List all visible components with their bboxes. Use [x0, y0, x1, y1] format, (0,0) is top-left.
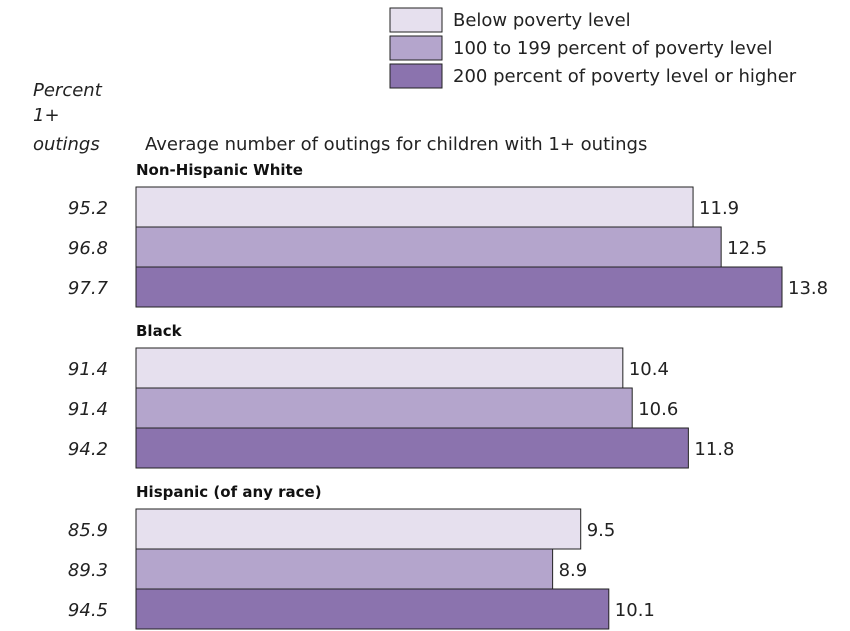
legend: Below poverty level 100 to 199 percent of… — [389, 7, 797, 89]
percent-label: 96.8 — [68, 238, 108, 259]
value-label: 10.6 — [638, 399, 678, 420]
percent-label: 89.3 — [68, 560, 108, 581]
value-label: 11.9 — [699, 198, 739, 219]
value-label: 12.5 — [727, 238, 767, 259]
bar — [135, 508, 582, 550]
value-label: 11.8 — [694, 439, 734, 460]
value-label: 9.5 — [587, 520, 616, 541]
bar-groups: Non-Hispanic White 11.9 95.2 12.5 96.8 13.8 97… — [68, 161, 828, 630]
percent-label: 85.9 — [68, 520, 108, 541]
group-label: Hispanic (of any race) — [136, 483, 322, 501]
chart-title: Average number of outings for children w… — [145, 134, 647, 155]
legend-label-1: Below poverty level — [453, 10, 631, 31]
value-label: 10.4 — [629, 359, 669, 380]
group-label: Black — [136, 322, 183, 340]
legend-swatch-3 — [389, 63, 443, 89]
percent-outings-column-title: Percent 1+ outings — [33, 80, 103, 155]
bar — [135, 588, 610, 630]
column-title-line-3: outings — [33, 134, 100, 155]
bar — [135, 186, 694, 228]
percent-label: 91.4 — [68, 399, 108, 420]
percent-label: 91.4 — [68, 359, 108, 380]
bar — [135, 387, 633, 429]
percent-label: 95.2 — [68, 198, 108, 219]
value-label: 8.9 — [559, 560, 588, 581]
value-label: 13.8 — [788, 278, 828, 299]
legend-label-2: 100 to 199 percent of poverty level — [453, 38, 772, 59]
bar — [135, 427, 689, 469]
group-label: Non-Hispanic White — [136, 161, 303, 179]
bar — [135, 226, 722, 268]
legend-swatch-2 — [389, 35, 443, 61]
group-3: Hispanic (of any race) 9.5 85.9 8.9 89.3 10.1… — [68, 483, 655, 630]
percent-label: 97.7 — [68, 278, 109, 299]
group-1: Non-Hispanic White 11.9 95.2 12.5 96.8 13.8 97… — [68, 161, 828, 308]
percent-label: 94.2 — [68, 439, 108, 460]
bar — [135, 347, 624, 389]
legend-swatch-1 — [389, 7, 443, 33]
column-title-line-2: 1+ — [33, 105, 60, 126]
percent-label: 94.5 — [68, 600, 108, 621]
bar — [135, 548, 554, 590]
legend-label-3: 200 percent of poverty level or higher — [453, 66, 797, 87]
bar — [135, 266, 783, 308]
value-label: 10.1 — [615, 600, 655, 621]
group-2: Black 10.4 91.4 10.6 91.4 11.8 94.2 — [68, 322, 734, 469]
column-title-line-1: Percent — [33, 80, 103, 101]
